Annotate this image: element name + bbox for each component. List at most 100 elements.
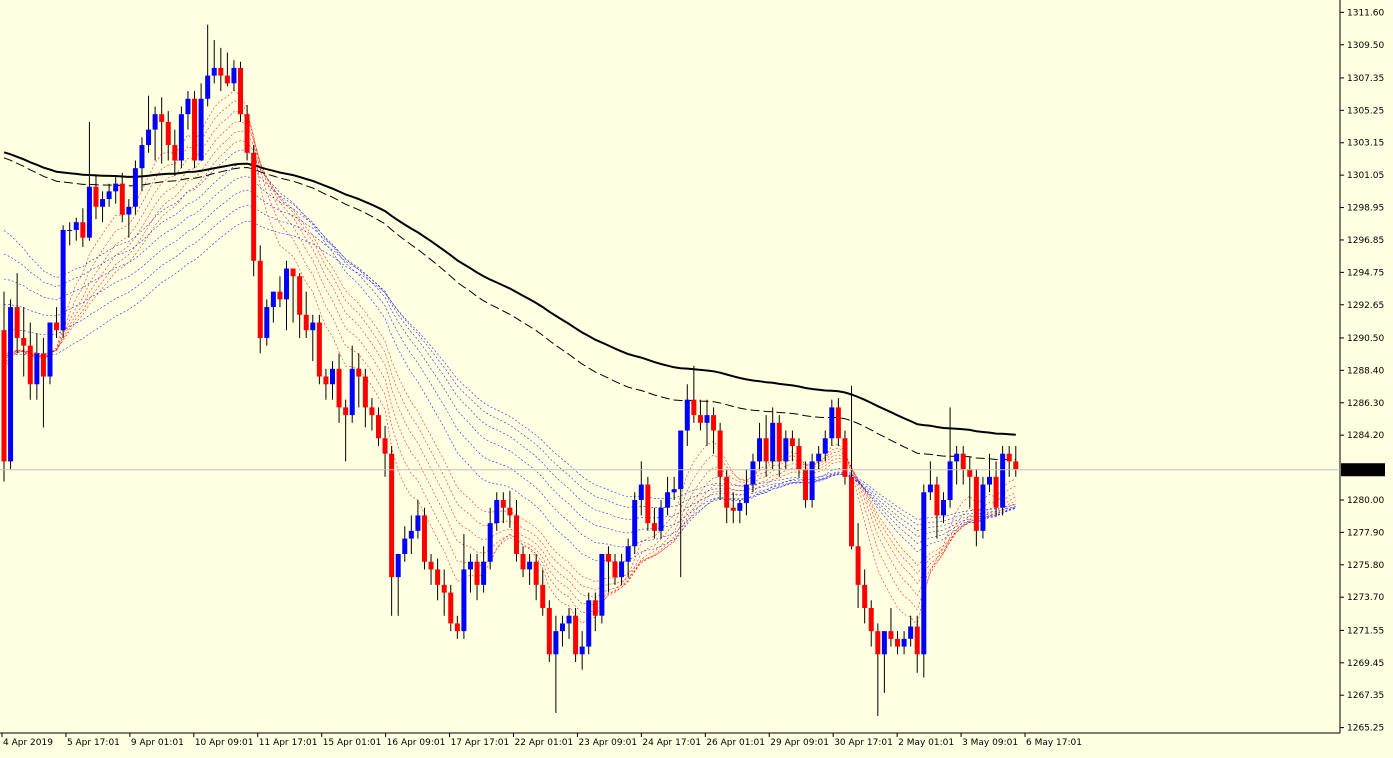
- candle-body: [448, 592, 454, 624]
- candle: [704, 399, 710, 446]
- time-tick-label: 10 Apr 09:01: [195, 738, 254, 748]
- candle-body: [139, 145, 145, 169]
- price-tick-label: 1309.50: [1347, 41, 1384, 51]
- candle-body: [270, 291, 276, 308]
- candle-body: [21, 337, 27, 346]
- candle: [297, 273, 303, 338]
- candle-body: [382, 438, 388, 454]
- candle-body: [1006, 453, 1012, 462]
- candle: [573, 608, 579, 663]
- candle-body: [310, 322, 316, 331]
- candle-body: [835, 407, 841, 439]
- candle-body: [868, 608, 874, 632]
- candle-body: [645, 484, 651, 524]
- candle: [816, 445, 822, 470]
- candle: [290, 268, 296, 323]
- candle: [888, 608, 894, 647]
- time-tick-label: 30 Apr 17:01: [834, 738, 893, 748]
- candle-body: [671, 489, 677, 493]
- time-tick-label: 17 Apr 17:01: [451, 738, 510, 748]
- candle: [159, 97, 165, 164]
- candle-body: [467, 561, 473, 570]
- candle: [632, 492, 638, 554]
- candle: [461, 533, 467, 639]
- price-tick-label: 1294.75: [1347, 268, 1384, 278]
- time-tick-label: 23 Apr 09:01: [578, 738, 637, 748]
- candle: [1006, 445, 1012, 477]
- candle-body: [730, 507, 736, 511]
- time-tick-label: 22 Apr 01:01: [515, 738, 574, 748]
- candle-body: [809, 461, 815, 500]
- candle: [27, 322, 33, 400]
- candle: [822, 430, 828, 462]
- candle: [218, 47, 224, 92]
- candle: [678, 430, 684, 578]
- candle-body: [172, 145, 178, 161]
- long-ma-solid-line: [3, 151, 1016, 436]
- candle-body: [533, 561, 539, 585]
- candle: [343, 399, 349, 462]
- candle-body: [770, 422, 776, 462]
- candle: [559, 615, 565, 647]
- candle-body: [507, 507, 513, 516]
- time-tick-label: 6 May 17:01: [1026, 738, 1082, 748]
- candle-body: [546, 608, 552, 655]
- candle-body: [375, 415, 381, 439]
- candle-body: [303, 314, 309, 331]
- candle-body: [290, 268, 296, 277]
- candle: [947, 407, 953, 508]
- candle-body: [612, 561, 618, 578]
- candle: [119, 172, 125, 223]
- candle-body: [954, 453, 960, 462]
- candle-body: [389, 453, 395, 578]
- long-ma-dashed-line: [3, 157, 1016, 461]
- candle-body: [369, 407, 375, 416]
- candle-body: [178, 114, 184, 161]
- candle: [415, 499, 421, 539]
- candle: [796, 438, 802, 477]
- candle-body: [888, 631, 894, 639]
- candle-body: [783, 438, 789, 462]
- candle-body: [895, 638, 901, 647]
- candle-body: [619, 561, 625, 578]
- candle: [520, 546, 526, 578]
- candle-body: [218, 67, 224, 76]
- candle-body: [126, 206, 132, 215]
- candle-body: [146, 129, 152, 146]
- candle: [809, 453, 815, 508]
- candle-body: [284, 268, 290, 300]
- candle: [763, 415, 769, 477]
- candle-body: [816, 453, 822, 462]
- mid-ma-line-3: [3, 175, 1016, 537]
- candle: [967, 456, 973, 508]
- price-tick-label: 1311.60: [1347, 8, 1384, 18]
- candle-body: [257, 260, 263, 338]
- candle: [93, 174, 99, 220]
- candle: [21, 307, 27, 377]
- candle-body: [54, 322, 60, 331]
- candle-body: [757, 438, 763, 462]
- candle: [238, 61, 244, 122]
- candle-body: [763, 438, 769, 462]
- current-price-label-bg: [1341, 463, 1385, 477]
- candle: [566, 608, 572, 639]
- candle: [40, 337, 46, 428]
- candle-body: [927, 484, 933, 493]
- candle-body: [415, 515, 421, 531]
- candle: [500, 492, 506, 524]
- candle-body: [566, 615, 572, 624]
- candle: [146, 95, 152, 153]
- candle-body: [349, 368, 355, 416]
- candle: [1, 291, 7, 482]
- price-tick-label: 1296.85: [1347, 236, 1384, 246]
- mid-ma-line-5: [3, 204, 1016, 526]
- candle: [375, 407, 381, 446]
- price-tick-label: 1303.15: [1347, 139, 1384, 149]
- candle: [842, 430, 848, 485]
- candle: [750, 453, 756, 493]
- candle-body: [908, 626, 914, 639]
- candle: [730, 492, 736, 524]
